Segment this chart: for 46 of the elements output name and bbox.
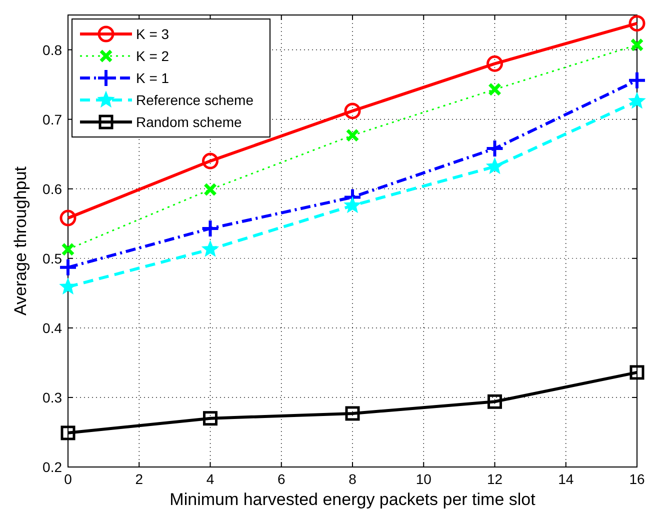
point <box>345 406 360 421</box>
y-tick-label: 0.8 <box>42 42 62 58</box>
x-tick-label: 0 <box>64 471 72 487</box>
legend-label: Reference scheme <box>136 92 254 108</box>
point <box>488 82 502 96</box>
y-tick-label: 0.5 <box>42 250 62 266</box>
point <box>202 240 218 256</box>
point <box>60 210 76 226</box>
x-tick-label: 12 <box>486 471 503 487</box>
point <box>486 55 503 72</box>
y-tick-label: 0.4 <box>42 320 62 336</box>
point <box>202 152 218 170</box>
point <box>203 411 218 426</box>
x-tick-label: 2 <box>135 471 144 487</box>
point <box>628 70 646 90</box>
y-tick-label: 0.3 <box>42 389 62 406</box>
legend-label: K = 1 <box>136 70 170 86</box>
x-tick-label: 10 <box>416 471 432 487</box>
y-tick-label: 0.7 <box>42 111 62 128</box>
legend-label: K = 2 <box>136 48 170 64</box>
point <box>344 102 361 120</box>
point <box>630 38 644 52</box>
y-tick-label: 0.6 <box>42 180 62 197</box>
point <box>60 278 76 294</box>
x-tick-label: 16 <box>629 471 645 487</box>
y-tick-label: 0.2 <box>42 459 62 475</box>
legend-label: Random scheme <box>136 114 242 130</box>
legend-label: K = 3 <box>136 26 170 42</box>
point <box>628 92 646 108</box>
point <box>61 242 75 256</box>
point <box>485 139 504 158</box>
x-tick-label: 4 <box>206 471 214 487</box>
x-tick-label: 8 <box>348 471 357 487</box>
point <box>486 158 503 174</box>
point <box>60 426 76 440</box>
x-tick-label: 14 <box>558 471 574 487</box>
point <box>200 218 220 238</box>
x-axis-title: Minimum harvested energy packets per time slot <box>170 490 536 509</box>
point <box>628 15 646 32</box>
y-axis-title: Average throughput <box>11 166 30 316</box>
x-tick-label: 6 <box>277 471 286 487</box>
point <box>204 182 217 196</box>
point <box>346 128 360 142</box>
point <box>488 394 502 409</box>
point <box>630 365 644 380</box>
point <box>344 197 361 213</box>
